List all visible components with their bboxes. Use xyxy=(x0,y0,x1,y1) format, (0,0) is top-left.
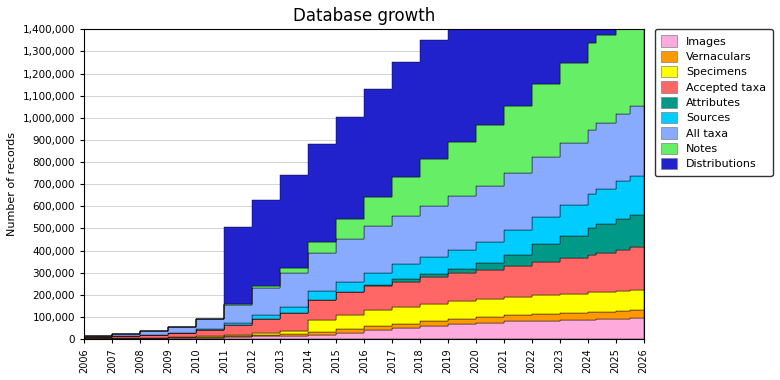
Legend: Images, Vernaculars, Specimens, Accepted taxa, Attributes, Sources, All taxa, No: Images, Vernaculars, Specimens, Accepted… xyxy=(654,28,773,176)
Y-axis label: Number of records: Number of records xyxy=(7,132,17,236)
Title: Database growth: Database growth xyxy=(292,7,435,25)
